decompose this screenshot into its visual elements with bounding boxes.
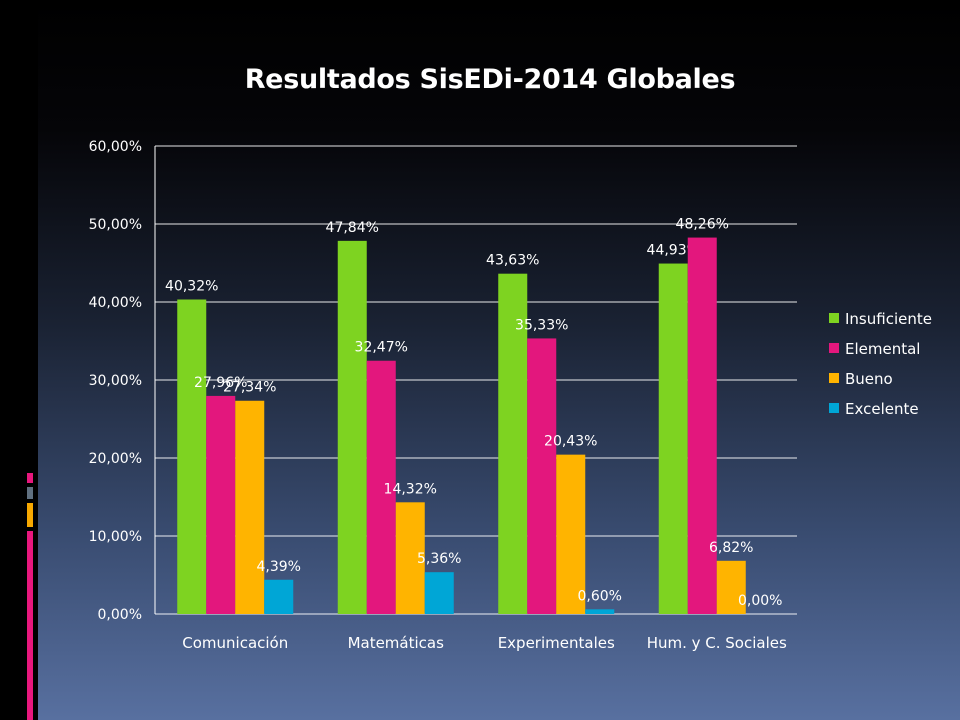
accent-bar-pink-long <box>27 531 33 720</box>
bar <box>585 609 615 614</box>
bar <box>424 572 454 614</box>
data-label: 47,84% <box>326 220 379 236</box>
bar <box>556 454 586 614</box>
data-label: 40,32% <box>165 279 218 295</box>
bar <box>235 400 265 614</box>
data-label: 4,39% <box>257 559 301 575</box>
data-label: 5,36% <box>417 551 461 567</box>
bar <box>658 263 688 614</box>
bar <box>687 237 717 614</box>
data-label: 6,82% <box>709 540 753 556</box>
legend-swatch <box>829 403 839 413</box>
data-label: 0,60% <box>578 588 622 604</box>
y-tick-label: 60,00% <box>89 139 142 155</box>
y-tick-label: 0,00% <box>98 607 142 623</box>
bar <box>337 240 367 614</box>
data-label: 27,34% <box>223 380 276 396</box>
data-label: 20,43% <box>544 434 597 450</box>
bar <box>177 299 207 614</box>
bar <box>264 579 294 614</box>
data-label: 48,26% <box>676 217 729 233</box>
data-label: 43,63% <box>486 253 539 269</box>
accent-bar-orange <box>27 503 33 527</box>
y-tick-label: 50,00% <box>89 217 142 233</box>
accent-bar-gray <box>27 487 33 499</box>
bar <box>206 395 236 614</box>
legend-label: Elemental <box>845 340 920 358</box>
x-tick-label: Matemáticas <box>348 634 445 652</box>
bar <box>527 338 557 614</box>
bar <box>716 560 746 614</box>
bar <box>498 273 528 614</box>
data-label: 14,32% <box>384 481 437 497</box>
accent-bar-pink <box>27 473 33 483</box>
x-tick-label: Comunicación <box>182 634 288 652</box>
legend-label: Insuficiente <box>845 310 932 328</box>
x-tick-label: Hum. y C. Sociales <box>647 634 787 652</box>
data-label: 0,00% <box>738 593 782 609</box>
bar <box>366 360 396 614</box>
y-tick-label: 40,00% <box>89 295 142 311</box>
data-label: 32,47% <box>355 340 408 356</box>
legend-swatch <box>829 373 839 383</box>
y-tick-label: 10,00% <box>89 529 142 545</box>
data-label: 44,93% <box>647 243 700 259</box>
legend-label: Bueno <box>845 370 893 388</box>
decorative-lines <box>1 0 3 720</box>
y-tick-label: 20,00% <box>89 451 142 467</box>
legend-swatch <box>829 313 839 323</box>
slide-title: Resultados SisEDi-2014 Globales <box>244 64 736 95</box>
bar <box>395 502 425 614</box>
legend-swatch <box>829 343 839 353</box>
x-tick-label: Experimentales <box>498 634 615 652</box>
legend-label: Excelente <box>845 400 919 418</box>
y-tick-label: 30,00% <box>89 373 142 389</box>
data-label: 35,33% <box>515 317 568 333</box>
data-label: 27,96% <box>194 375 247 391</box>
